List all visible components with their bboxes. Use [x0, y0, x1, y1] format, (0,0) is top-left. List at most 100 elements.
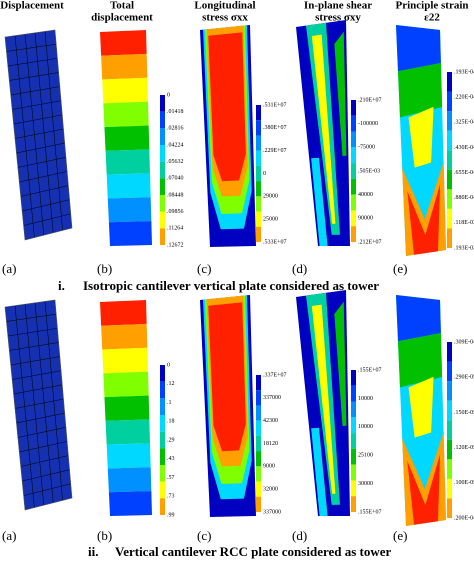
colorbar-cell [160, 145, 165, 162]
colorbar-cell [256, 150, 261, 166]
colorbar-cell [160, 498, 165, 515]
contour-region [311, 427, 328, 516]
mesh-line [23, 213, 71, 226]
colorbar-label: .325E-04 [454, 120, 474, 126]
column-header: stress σxx [202, 12, 248, 24]
colorbar-cell [256, 496, 261, 512]
contour-band [101, 323, 148, 350]
panel-label: (b) [97, 528, 112, 543]
colorbar-cell [160, 228, 165, 245]
colorbar-cell [256, 226, 261, 242]
colorbar-cell [160, 398, 165, 415]
colorbar-cell [256, 105, 261, 121]
mesh-line [9, 72, 59, 81]
colorbar-label: .155E+07 [358, 367, 382, 373]
colorbar-cell [160, 195, 165, 212]
colorbar-cell [256, 481, 261, 497]
colorbar-cell [447, 228, 452, 248]
colorbar-label: .210E+07 [358, 97, 382, 103]
colorbar-label: .200E-04 [454, 515, 474, 521]
mesh-line [19, 441, 68, 453]
colorbar-cell [256, 390, 261, 406]
plate [5, 30, 72, 240]
contour-region [408, 376, 434, 438]
colorbar-label: .118E-03 [454, 220, 474, 226]
colorbar-cell [447, 91, 452, 112]
column-header: In-plane shear [304, 0, 372, 12]
colorbar-cell [351, 401, 356, 418]
colorbar-cell [256, 420, 261, 436]
contour-band [105, 149, 150, 175]
colorbar-cell [160, 431, 165, 449]
colorbar-label: .43 [167, 456, 175, 462]
colorbar-label: 0 [167, 362, 170, 368]
colorbar-label: .533E+07 [263, 239, 287, 245]
colorbar-cell [447, 478, 452, 499]
colorbar-label: .655E-04 [454, 170, 474, 176]
colorbar-label: .150E-05 [454, 410, 474, 416]
colorbar-cell [351, 147, 356, 164]
contour-band [108, 221, 152, 246]
column-header: Longitudinal [194, 0, 255, 12]
column-header: stress σxy [315, 12, 361, 24]
colorbar-label: 32000 [263, 487, 278, 493]
colorbar-cell [160, 128, 165, 145]
contour-band [100, 30, 147, 56]
panel-label: (b) [97, 261, 112, 276]
mesh-line [6, 43, 57, 52]
colorbar-label: .430E-04 [454, 145, 474, 151]
contour-band [104, 125, 150, 151]
colorbar-cell [256, 196, 261, 212]
colorbar-label: .337E+07 [263, 372, 287, 378]
mesh-line [17, 427, 66, 438]
contour-region [408, 106, 434, 168]
colorbar-label: 0 [167, 92, 170, 98]
colorbar-label: .120E-05 [454, 445, 474, 451]
contour-band [108, 491, 152, 516]
colorbar-label: 40000 [358, 192, 373, 198]
mesh-line [22, 469, 70, 482]
colorbar-label: 337000 [263, 509, 281, 515]
contour-region [334, 31, 347, 157]
colorbar-label: 30000 [358, 481, 373, 487]
colorbar-label: 18120 [263, 441, 278, 447]
contour-band [107, 467, 152, 493]
plate [5, 300, 72, 510]
colorbar-cell [447, 420, 452, 440]
colorbar-cell [256, 435, 261, 452]
colorbar-cell [256, 466, 261, 482]
column-header: ε22 [424, 12, 440, 24]
colorbar-label: .193E-04 [454, 69, 474, 75]
mesh-line [6, 313, 57, 322]
contour-region [208, 302, 246, 452]
plate-outline [4, 29, 73, 241]
colorbar-label: .155E+07 [358, 509, 382, 515]
colorbar-label: .220E-04 [454, 95, 474, 101]
colorbar-label: .18 [167, 419, 175, 425]
colorbar-cell [351, 131, 356, 148]
mesh-line [16, 412, 65, 424]
column-header: Displacement [0, 0, 64, 12]
colorbar-cell [447, 459, 452, 479]
mesh-line [16, 142, 65, 154]
colorbar-cell [447, 150, 452, 170]
colorbar-cell [256, 375, 261, 391]
colorbar-cell [447, 169, 452, 190]
colorbar-label: 0 [263, 171, 266, 177]
colorbar-cell [160, 178, 165, 195]
colorbar-label: .531E+07 [263, 102, 287, 108]
colorbar-label: .99 [167, 512, 175, 518]
contour-region [396, 25, 441, 72]
contour-band [103, 371, 149, 398]
colorbar-label: 42300 [263, 418, 278, 424]
colorbar-label: .73 [167, 494, 175, 500]
panel-label: (d) [292, 261, 307, 276]
colorbar-cell [351, 417, 356, 434]
contour-region [208, 32, 246, 182]
panel-label: (e) [393, 528, 407, 543]
colorbar-cell [447, 381, 452, 401]
contour-band [106, 173, 151, 199]
panel-label: (a) [2, 528, 16, 543]
contour-region [407, 454, 441, 525]
